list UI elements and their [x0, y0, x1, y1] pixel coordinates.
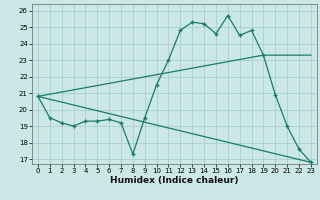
X-axis label: Humidex (Indice chaleur): Humidex (Indice chaleur) [110, 176, 239, 185]
